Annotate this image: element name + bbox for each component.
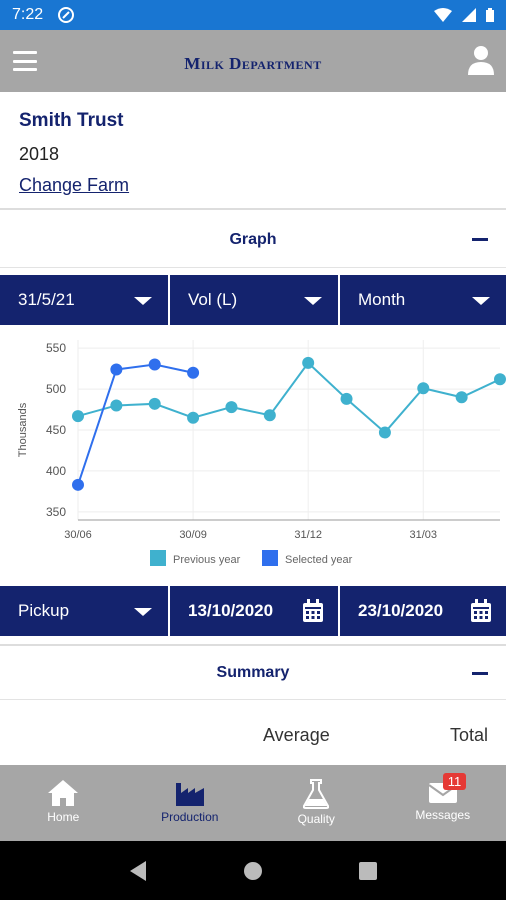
legend-swatch [262,550,278,566]
battery-icon [486,8,494,22]
farm-card: Smith Trust 2018 Change Farm [0,92,506,210]
bottom-nav: Home Production Quality Messages 11 [0,765,506,841]
status-time: 7:22 [12,6,44,23]
recents-icon[interactable] [358,861,378,881]
chevron-down-icon [304,297,322,305]
graph-section-label: Graph [229,230,277,248]
data-point [302,356,315,369]
y-tick-label: 550 [46,341,66,355]
data-point [110,363,123,376]
legend-label: Selected year [285,554,353,566]
y-tick-label: 350 [46,505,66,519]
data-saver-icon [58,7,75,23]
farm-year: 2018 [19,144,60,164]
data-point [148,358,161,371]
change-farm-link[interactable]: Change Farm [19,175,130,195]
hamburger-icon[interactable] [13,49,37,73]
messages-badge: 11 [442,773,467,790]
chevron-down-icon [134,608,152,616]
nav-quality[interactable]: Quality [253,765,380,841]
legend-swatch [150,550,166,566]
data-point [340,392,353,405]
volume-chart: 550 500 450 400 350 30/06 30/09 31/12 31/03 Thous… [17,340,506,566]
pickup-filter-bar: Pickup 13/10/2020 23/10/2020 [0,586,506,636]
system-nav-bar [0,841,506,900]
factory-icon [175,783,204,806]
legend-label: Previous year [173,554,241,566]
series-line-1 [77,363,194,486]
app-bar: Milk Department [0,30,506,92]
summary-table-header: Average Total [0,710,506,765]
data-point [455,391,468,404]
data-point [72,410,84,423]
graph-section-header[interactable]: Graph [0,212,506,268]
measure-select-value: Vol (L) [188,290,238,309]
y-tick-label: 400 [46,464,66,478]
x-tick-label: 31/12 [294,529,322,541]
measure-select[interactable]: Vol (L) [170,275,340,325]
farm-name: Smith Trust [19,110,124,131]
summary-section-label: Summary [216,663,290,681]
nav-messages[interactable]: Messages 11 [380,765,506,841]
data-point [417,382,430,395]
pickup-type-select[interactable]: Pickup [0,586,170,636]
home-circle-icon[interactable] [243,861,263,881]
from-date-value: 13/10/2020 [188,601,274,620]
back-icon[interactable] [128,860,148,882]
nav-home-label: Home [47,810,80,824]
data-point [110,399,123,412]
column-average: Average [263,725,330,745]
nav-messages-label: Messages [415,808,471,822]
x-tick-label: 31/03 [410,529,438,541]
summary-section-header[interactable]: Summary [0,644,506,700]
flask-icon [303,779,330,809]
wifi-icon [434,8,452,22]
y-tick-label: 450 [46,423,66,437]
data-point [148,397,161,410]
data-point [378,426,391,439]
x-tick-label: 30/09 [179,529,207,541]
date-select[interactable]: 31/5/21 [0,275,170,325]
data-point [187,411,200,424]
data-point [72,478,84,491]
collapse-icon[interactable] [472,238,488,241]
period-select-value: Month [358,290,406,309]
chevron-down-icon [472,297,490,305]
signal-icon [462,8,476,22]
date-select-value: 31/5/21 [18,290,75,309]
app-title: Milk Department [184,54,322,73]
graph-filter-bar: 31/5/21 Vol (L) Month [0,275,506,325]
data-point [263,409,276,422]
chevron-down-icon [134,297,152,305]
status-bar: 7:22 [0,0,506,30]
user-icon[interactable] [468,45,494,75]
nav-home[interactable]: Home [0,765,127,841]
from-date-picker[interactable]: 13/10/2020 [170,586,340,636]
y-axis-label: Thousands [17,402,29,457]
nav-production[interactable]: Production [127,765,254,841]
nav-quality-label: Quality [297,812,335,826]
data-point [225,401,238,414]
collapse-icon[interactable] [472,672,488,675]
series-line-0 [77,361,501,434]
home-icon [48,780,79,806]
period-select[interactable]: Month [340,275,506,325]
to-date-picker[interactable]: 23/10/2020 [340,586,506,636]
to-date-value: 23/10/2020 [358,601,444,620]
nav-production-label: Production [161,810,219,824]
data-point [187,366,200,379]
column-total: Total [449,725,488,745]
pickup-type-value: Pickup [18,601,70,620]
calendar-icon [303,599,323,622]
data-point [494,373,506,386]
y-tick-label: 500 [46,382,66,396]
x-tick-label: 30/06 [64,529,92,541]
calendar-icon [471,599,491,622]
